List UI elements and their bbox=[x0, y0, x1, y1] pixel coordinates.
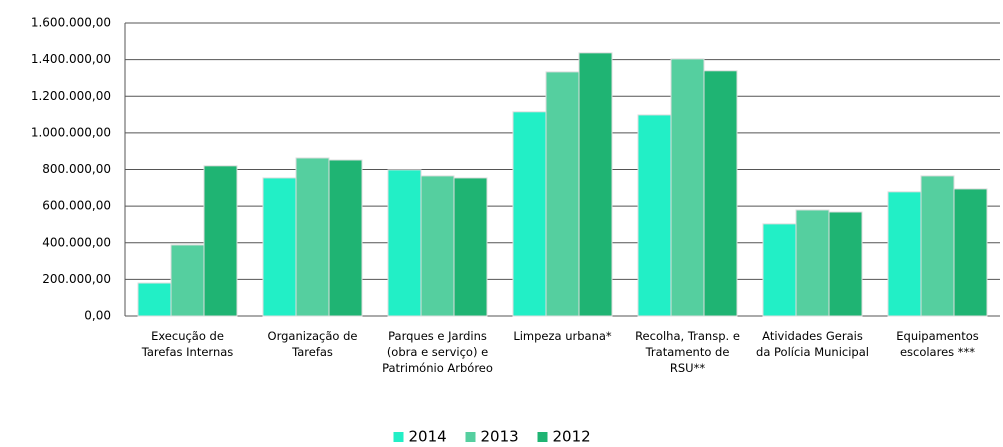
x-tick-label: Organização de Tarefas bbox=[267, 329, 358, 359]
bar bbox=[670, 58, 705, 317]
legend-label: 2014 bbox=[409, 428, 447, 446]
legend-swatch bbox=[393, 432, 404, 442]
y-tick-label: 200.000,00 bbox=[42, 272, 111, 286]
bar bbox=[545, 71, 580, 317]
legend-swatch bbox=[537, 432, 548, 442]
y-tick-label: 0,00 bbox=[84, 309, 111, 323]
x-tick-label: Recolha, Transp. e Tratamento de RSU** bbox=[635, 329, 740, 375]
bar bbox=[420, 175, 455, 317]
bar bbox=[920, 175, 955, 317]
legend-label: 2012 bbox=[553, 428, 591, 446]
bar bbox=[512, 111, 547, 317]
bar bbox=[795, 209, 830, 317]
bar bbox=[203, 165, 238, 317]
bar bbox=[453, 177, 488, 317]
y-tick-label: 1.000.000,00 bbox=[31, 125, 111, 139]
bar bbox=[295, 157, 330, 317]
x-tick-label: Execução de Tarefas Internas bbox=[141, 329, 234, 359]
bar bbox=[578, 52, 613, 317]
bar bbox=[637, 114, 672, 317]
bar bbox=[887, 191, 922, 317]
x-tick-label: Equipamentos escolares *** bbox=[896, 329, 979, 359]
legend-swatch bbox=[465, 432, 476, 442]
bar bbox=[828, 211, 863, 317]
bar bbox=[328, 159, 363, 317]
bar bbox=[262, 177, 297, 317]
bar bbox=[170, 244, 205, 317]
bar bbox=[953, 188, 988, 317]
y-tick-label: 1.200.000,00 bbox=[31, 89, 111, 103]
x-tick-label: Limpeza urbana* bbox=[513, 329, 612, 343]
y-tick-label: 1.600.000,00 bbox=[31, 16, 111, 30]
y-tick-label: 800.000,00 bbox=[42, 162, 111, 176]
bar bbox=[762, 223, 797, 317]
bar bbox=[137, 282, 172, 317]
y-tick-label: 400.000,00 bbox=[42, 235, 111, 249]
bar bbox=[387, 169, 422, 317]
legend-label: 2013 bbox=[481, 428, 519, 446]
x-tick-label: Parques e Jardins (obra e serviço) e Pat… bbox=[382, 329, 493, 375]
y-tick-label: 1.400.000,00 bbox=[31, 52, 111, 66]
y-tick-label: 600.000,00 bbox=[42, 199, 111, 213]
x-tick-label: Atividades Gerais da Polícia Municipal bbox=[756, 329, 869, 359]
bar bbox=[703, 70, 738, 317]
